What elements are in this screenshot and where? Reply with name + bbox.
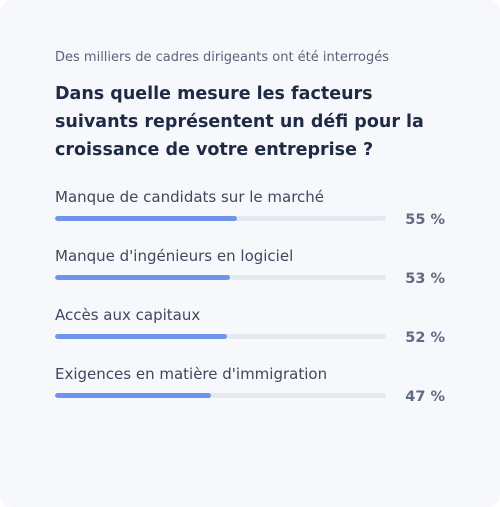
progress-track xyxy=(55,216,386,221)
result-label: Accès aux capitaux xyxy=(55,306,201,324)
percent-value: 47 % xyxy=(405,389,445,405)
progress-fill xyxy=(55,334,228,339)
result-row-engineers: Manque d'ingénieurs en logiciel 53 % xyxy=(55,246,455,296)
progress-track xyxy=(55,334,386,339)
percent-value: 53 % xyxy=(405,271,445,287)
percent-value: 52 % xyxy=(405,330,445,346)
result-label: Exigences en matière d'immigration xyxy=(55,365,328,383)
result-row-immigration: Exigences en matière d'immigration 47 % xyxy=(55,364,455,414)
progress-track xyxy=(55,393,386,398)
progress-fill xyxy=(55,216,238,221)
progress-fill xyxy=(55,393,211,398)
progress-track xyxy=(55,275,386,280)
progress-fill xyxy=(55,275,231,280)
result-row-capital: Accès aux capitaux 52 % xyxy=(55,305,455,355)
survey-question: Dans quelle mesure les facteurs suivants… xyxy=(55,84,424,160)
percent-value: 55 % xyxy=(405,212,445,228)
survey-subtitle: Des milliers de cadres dirigeants ont ét… xyxy=(55,50,390,65)
result-label: Manque de candidats sur le marché xyxy=(55,188,325,206)
result-label: Manque d'ingénieurs en logiciel xyxy=(55,247,294,265)
result-row-candidates: Manque de candidats sur le marché 55 % xyxy=(55,187,455,237)
